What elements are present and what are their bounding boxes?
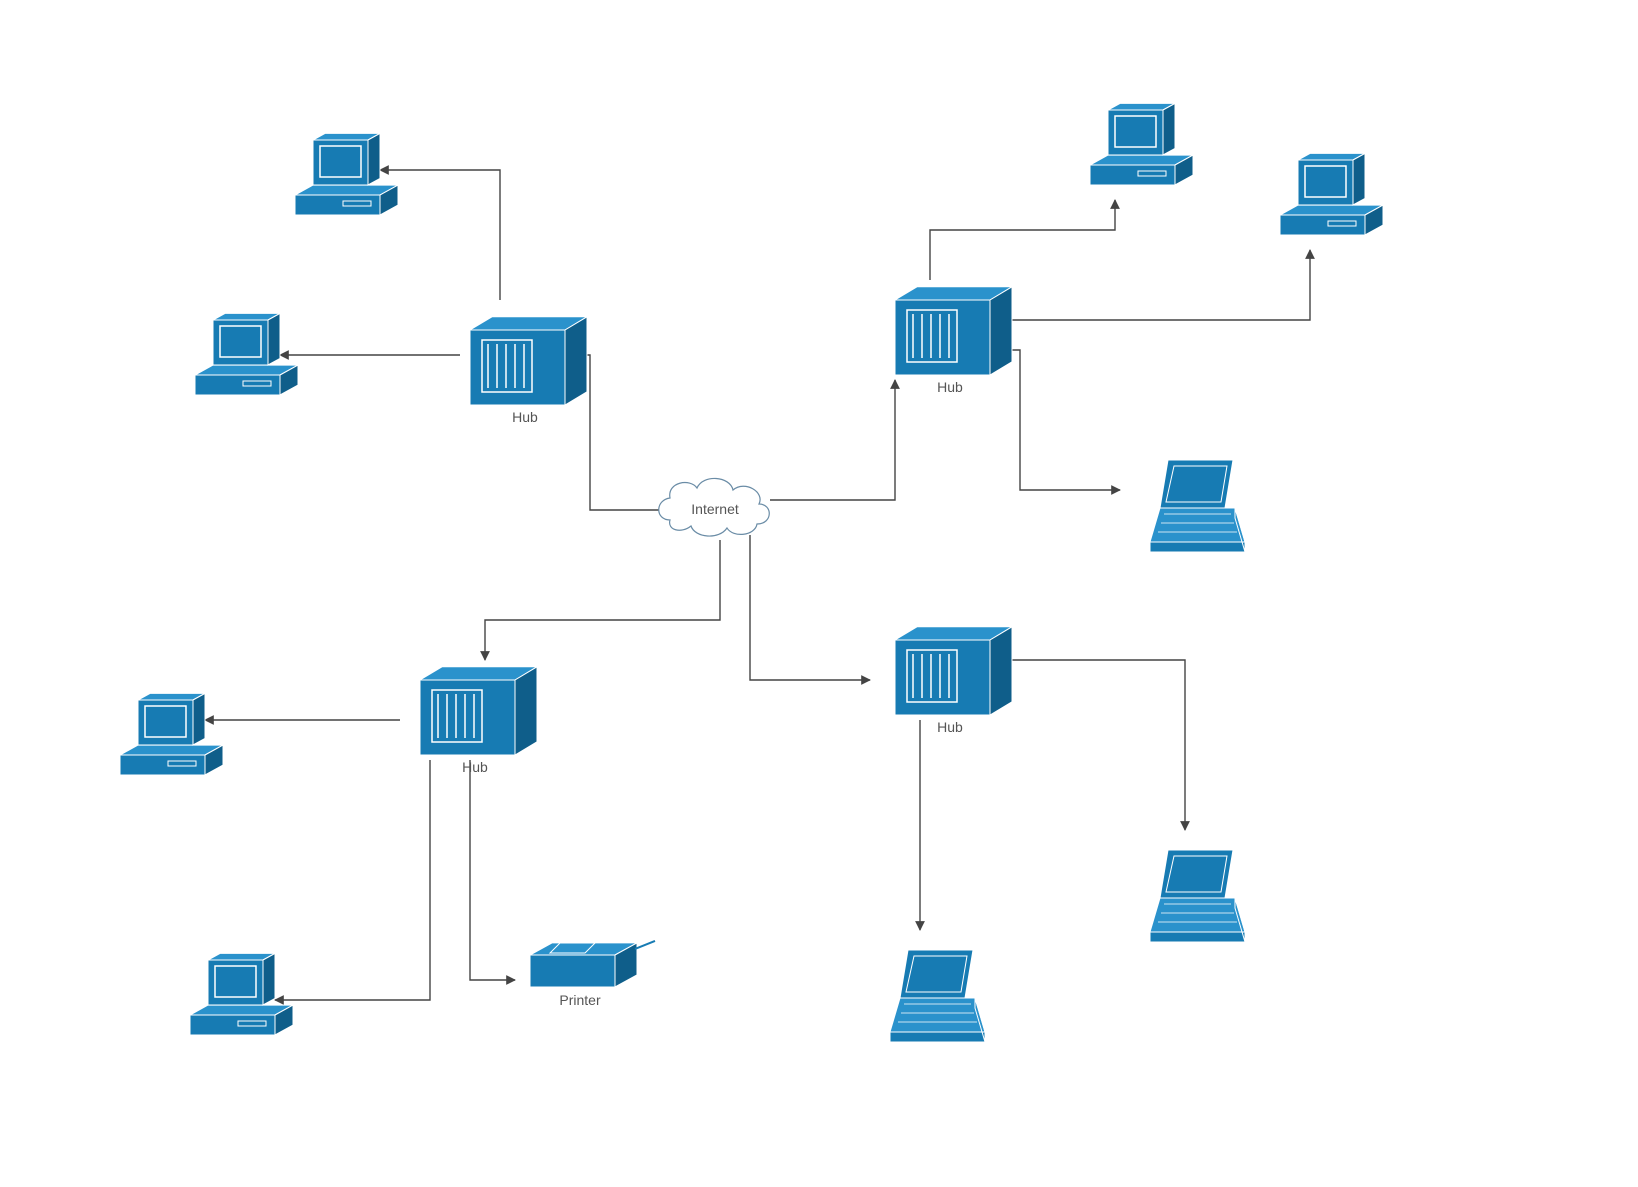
desktop-icon: [295, 133, 398, 215]
hub3-label: Hub: [462, 759, 488, 775]
hub-icon: [470, 317, 587, 405]
desktop-icon: [1090, 103, 1193, 185]
hub-icon: [420, 667, 537, 755]
laptop-icon: [1150, 460, 1245, 552]
hub-icon: [895, 287, 1012, 375]
desktop-icon: [195, 313, 298, 395]
hub4-label: Hub: [937, 719, 963, 735]
edge-hub3-pc3b: [275, 760, 430, 1000]
edge-hub3-prn3: [470, 760, 515, 980]
prn3-label: Printer: [559, 992, 601, 1008]
desktop-icon: [120, 693, 223, 775]
edges-layer: [205, 170, 1310, 1000]
edge-internet-hub3: [485, 540, 720, 660]
laptop-icon: [1150, 850, 1245, 942]
network-diagram: Internet Hub Hub Hub Hub Printer: [0, 0, 1638, 1187]
desktop-icon: [190, 953, 293, 1035]
internet-cloud: Internet: [659, 478, 770, 536]
edge-hub2-pc2a: [930, 200, 1115, 280]
nodes-layer: Internet Hub Hub Hub Hub Printer: [120, 103, 1383, 1042]
edge-hub2-pc2b: [970, 250, 1310, 320]
desktop-icon: [1280, 153, 1383, 235]
laptop-icon: [890, 950, 985, 1042]
printer-icon: [530, 941, 655, 987]
cloud-label: Internet: [691, 501, 739, 517]
hub1-label: Hub: [512, 409, 538, 425]
edge-internet-hub4: [750, 535, 870, 680]
edge-internet-hub2: [770, 380, 895, 500]
hub2-label: Hub: [937, 379, 963, 395]
hub-icon: [895, 627, 1012, 715]
